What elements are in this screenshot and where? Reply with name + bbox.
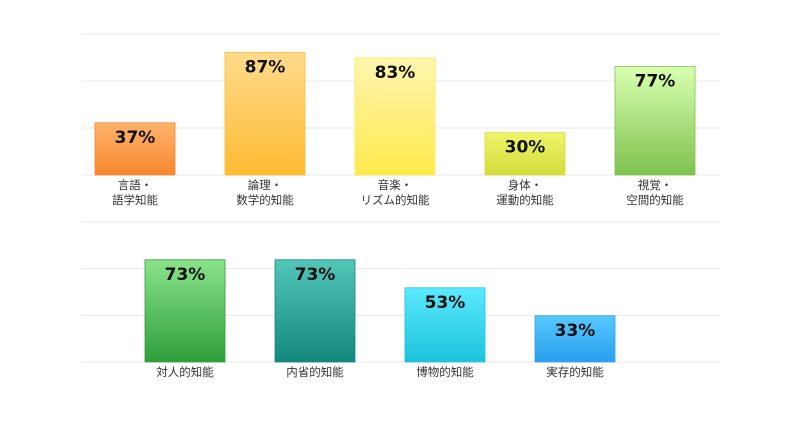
data-label: 73%: [295, 265, 336, 285]
category-label: 身体・: [508, 178, 543, 192]
category-label: 音楽・: [378, 178, 413, 192]
chart-2: 73% 対人的知能 73% 内省的知能 53% 博物的知能 33% 実存的知能: [82, 221, 720, 379]
data-label: 33%: [555, 321, 596, 341]
category-label: 空間的知能: [626, 193, 684, 207]
bar: [274, 259, 356, 363]
category-label: 博物的知能: [416, 365, 474, 379]
category-label: 論理・: [248, 178, 283, 192]
data-label: 87%: [245, 57, 286, 77]
category-label: 数学的知能: [236, 193, 294, 207]
bar: [354, 57, 436, 176]
bar: [614, 66, 696, 176]
bar: [404, 287, 486, 363]
chart-1: 37% 言語・語学知能 87% 論理・数学的知能 83% 音楽・リズム的知能 30% 身体・運…: [82, 33, 720, 207]
data-label: 53%: [425, 293, 466, 313]
bar: [534, 315, 616, 363]
category-label: 言語・: [118, 178, 153, 192]
category-label: 視覚・: [638, 178, 673, 192]
bar: [224, 51, 306, 176]
data-label: 77%: [635, 71, 676, 91]
data-label: 73%: [165, 265, 206, 285]
category-label: 内省的知能: [286, 365, 344, 379]
bar: [94, 122, 176, 176]
bar: [484, 132, 566, 176]
data-label: 83%: [375, 63, 416, 83]
bar: [144, 259, 226, 363]
data-label: 30%: [505, 138, 546, 158]
category-label: 語学知能: [112, 193, 158, 207]
category-label: 対人的知能: [156, 365, 214, 379]
data-label: 37%: [115, 128, 156, 148]
category-label: 運動的知能: [496, 193, 554, 207]
category-label: 実存的知能: [546, 365, 604, 379]
category-label: リズム的知能: [361, 193, 430, 207]
